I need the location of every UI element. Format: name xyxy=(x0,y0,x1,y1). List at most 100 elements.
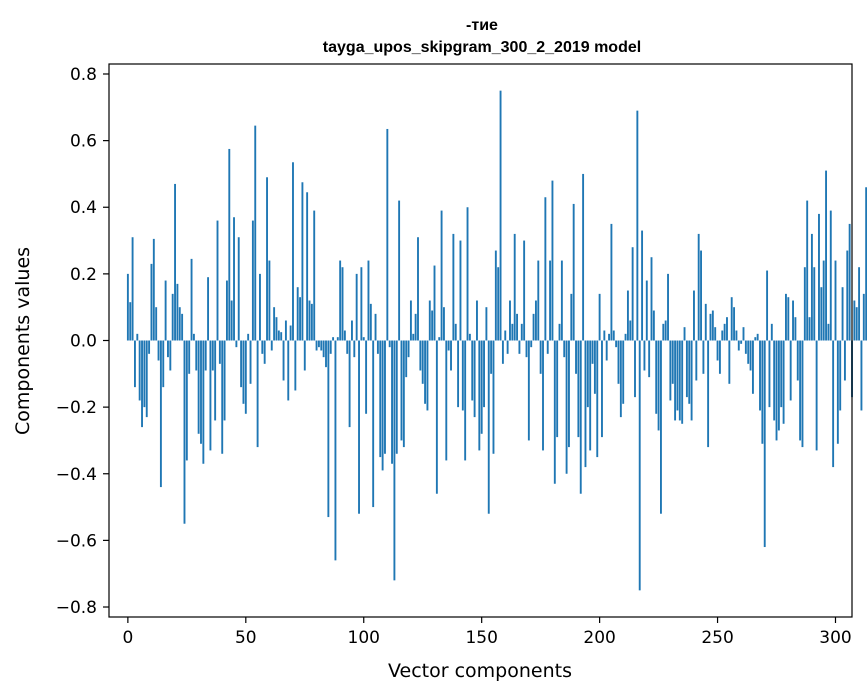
bar xyxy=(509,300,511,341)
bar xyxy=(504,330,507,341)
bar xyxy=(447,340,450,351)
bar xyxy=(471,340,474,401)
bar xyxy=(303,340,306,371)
bar xyxy=(636,110,639,341)
bar xyxy=(676,340,679,411)
bar xyxy=(183,340,186,524)
bar xyxy=(388,340,391,348)
bar xyxy=(336,337,339,341)
bar xyxy=(242,340,245,404)
bar xyxy=(843,340,846,381)
bar xyxy=(789,340,792,401)
bar xyxy=(641,230,644,341)
x-axis-label: Vector components xyxy=(388,660,572,682)
bar xyxy=(317,340,320,348)
bar xyxy=(605,340,608,361)
bar xyxy=(334,340,337,561)
bar xyxy=(846,250,849,341)
bar xyxy=(426,340,429,411)
bar xyxy=(749,340,752,371)
bar xyxy=(499,90,502,341)
bar xyxy=(438,337,441,341)
bar xyxy=(777,340,780,431)
bar xyxy=(310,303,313,341)
bar xyxy=(678,340,681,421)
bar xyxy=(162,340,165,388)
bar xyxy=(568,340,570,448)
bar xyxy=(834,260,837,341)
bar xyxy=(829,210,832,341)
bar xyxy=(369,303,372,341)
bar xyxy=(192,333,195,341)
bar xyxy=(785,293,787,341)
bar xyxy=(596,340,599,458)
bar xyxy=(730,297,733,341)
bar xyxy=(655,340,658,414)
bar xyxy=(365,340,368,414)
plot-frame xyxy=(108,63,853,618)
bar xyxy=(419,340,422,371)
bar xyxy=(136,333,139,341)
bar xyxy=(598,293,601,341)
bar xyxy=(301,182,304,341)
bar xyxy=(249,340,252,384)
bar xyxy=(478,340,481,451)
bar xyxy=(332,337,335,341)
bar xyxy=(539,340,542,374)
bar xyxy=(570,293,573,341)
bar xyxy=(461,340,464,411)
bar xyxy=(169,340,172,371)
bar xyxy=(494,250,497,341)
y-tick-label: 0.0 xyxy=(70,332,97,352)
bar xyxy=(822,260,825,341)
bar xyxy=(704,303,707,341)
bar xyxy=(527,340,530,441)
bar xyxy=(174,183,176,341)
bar xyxy=(492,340,495,454)
bar xyxy=(315,340,318,351)
bar xyxy=(143,340,146,408)
bar xyxy=(358,340,360,514)
bar xyxy=(244,340,247,414)
bar xyxy=(322,340,325,358)
bar xyxy=(624,333,627,341)
bar xyxy=(667,273,669,341)
bar xyxy=(230,300,233,341)
bar xyxy=(197,340,200,434)
x-tick-label: 50 xyxy=(235,628,257,648)
chart-title: -тие xyxy=(466,17,498,34)
y-tick-label: 0.2 xyxy=(70,265,97,285)
bar xyxy=(190,258,193,341)
bar xyxy=(648,340,651,378)
bar xyxy=(742,327,745,341)
bar xyxy=(294,340,297,391)
bar xyxy=(289,325,292,341)
bar xyxy=(794,317,797,341)
bar xyxy=(733,307,736,341)
bar xyxy=(421,340,424,384)
bar xyxy=(275,317,278,341)
bar xyxy=(601,340,603,438)
bar xyxy=(735,330,738,341)
x-tick-label: 100 xyxy=(348,628,380,648)
x-tick-label: 0 xyxy=(122,628,133,648)
bar xyxy=(634,340,636,398)
bar xyxy=(825,170,827,341)
bar xyxy=(506,340,509,354)
bar xyxy=(848,223,851,341)
bar xyxy=(157,340,160,361)
bar xyxy=(292,162,294,341)
bar xyxy=(362,337,365,341)
bar xyxy=(261,340,264,354)
bar xyxy=(669,340,672,401)
bar xyxy=(131,237,134,341)
bar xyxy=(214,340,217,421)
bar xyxy=(155,307,158,341)
bar xyxy=(612,330,615,341)
y-tick-label: −0.6 xyxy=(56,531,97,551)
bar xyxy=(546,340,549,354)
bar xyxy=(657,340,660,431)
bar xyxy=(591,340,594,364)
bar xyxy=(759,340,761,411)
bar xyxy=(148,340,151,354)
